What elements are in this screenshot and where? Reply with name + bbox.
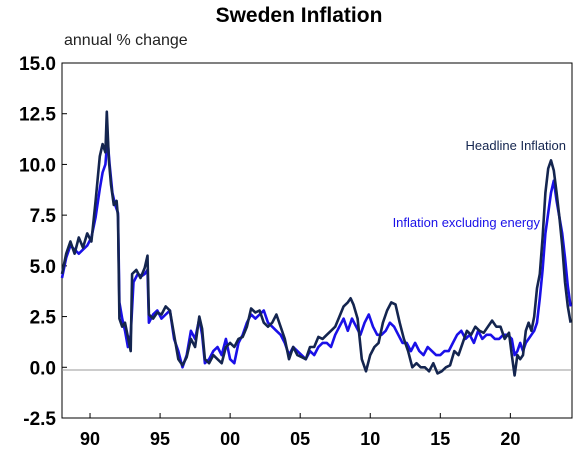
- excluding-energy-line: [60, 136, 572, 369]
- x-tick-label: 20: [500, 429, 520, 449]
- headline-inflation-label: Headline Inflation: [466, 138, 566, 153]
- y-tick-label: 10.0: [19, 155, 56, 176]
- y-tick-label: -2.5: [23, 409, 56, 430]
- y-tick-label: 2.5: [30, 308, 57, 329]
- excluding-energy-label: Inflation excluding energy: [393, 215, 541, 230]
- series-lines: [60, 110, 572, 377]
- y-tick-label: 15.0: [19, 54, 56, 75]
- headline-inflation-line: [60, 110, 572, 377]
- x-tick-label: 00: [220, 429, 240, 449]
- y-tick-label: 12.5: [19, 105, 56, 126]
- plot-frame: [61, 62, 573, 419]
- y-axis: 15.0 12.5 10.0 7.5 5.0 2.5 0.0 -2.5: [19, 54, 67, 430]
- y-axis-label: annual % change: [64, 32, 188, 49]
- x-axis: 90 95 00 05 10 15 20: [80, 413, 520, 449]
- x-tick-label: 10: [360, 429, 380, 449]
- y-tick-label: 5.0: [30, 257, 56, 278]
- x-tick-label: 90: [80, 429, 100, 449]
- x-tick-label: 15: [430, 429, 450, 449]
- y-tick-label: 7.5: [30, 206, 57, 227]
- chart-title: Sweden Inflation: [216, 4, 383, 27]
- y-tick-label: 0.0: [30, 358, 56, 379]
- x-tick-label: 95: [150, 429, 170, 449]
- x-tick-label: 05: [290, 429, 310, 449]
